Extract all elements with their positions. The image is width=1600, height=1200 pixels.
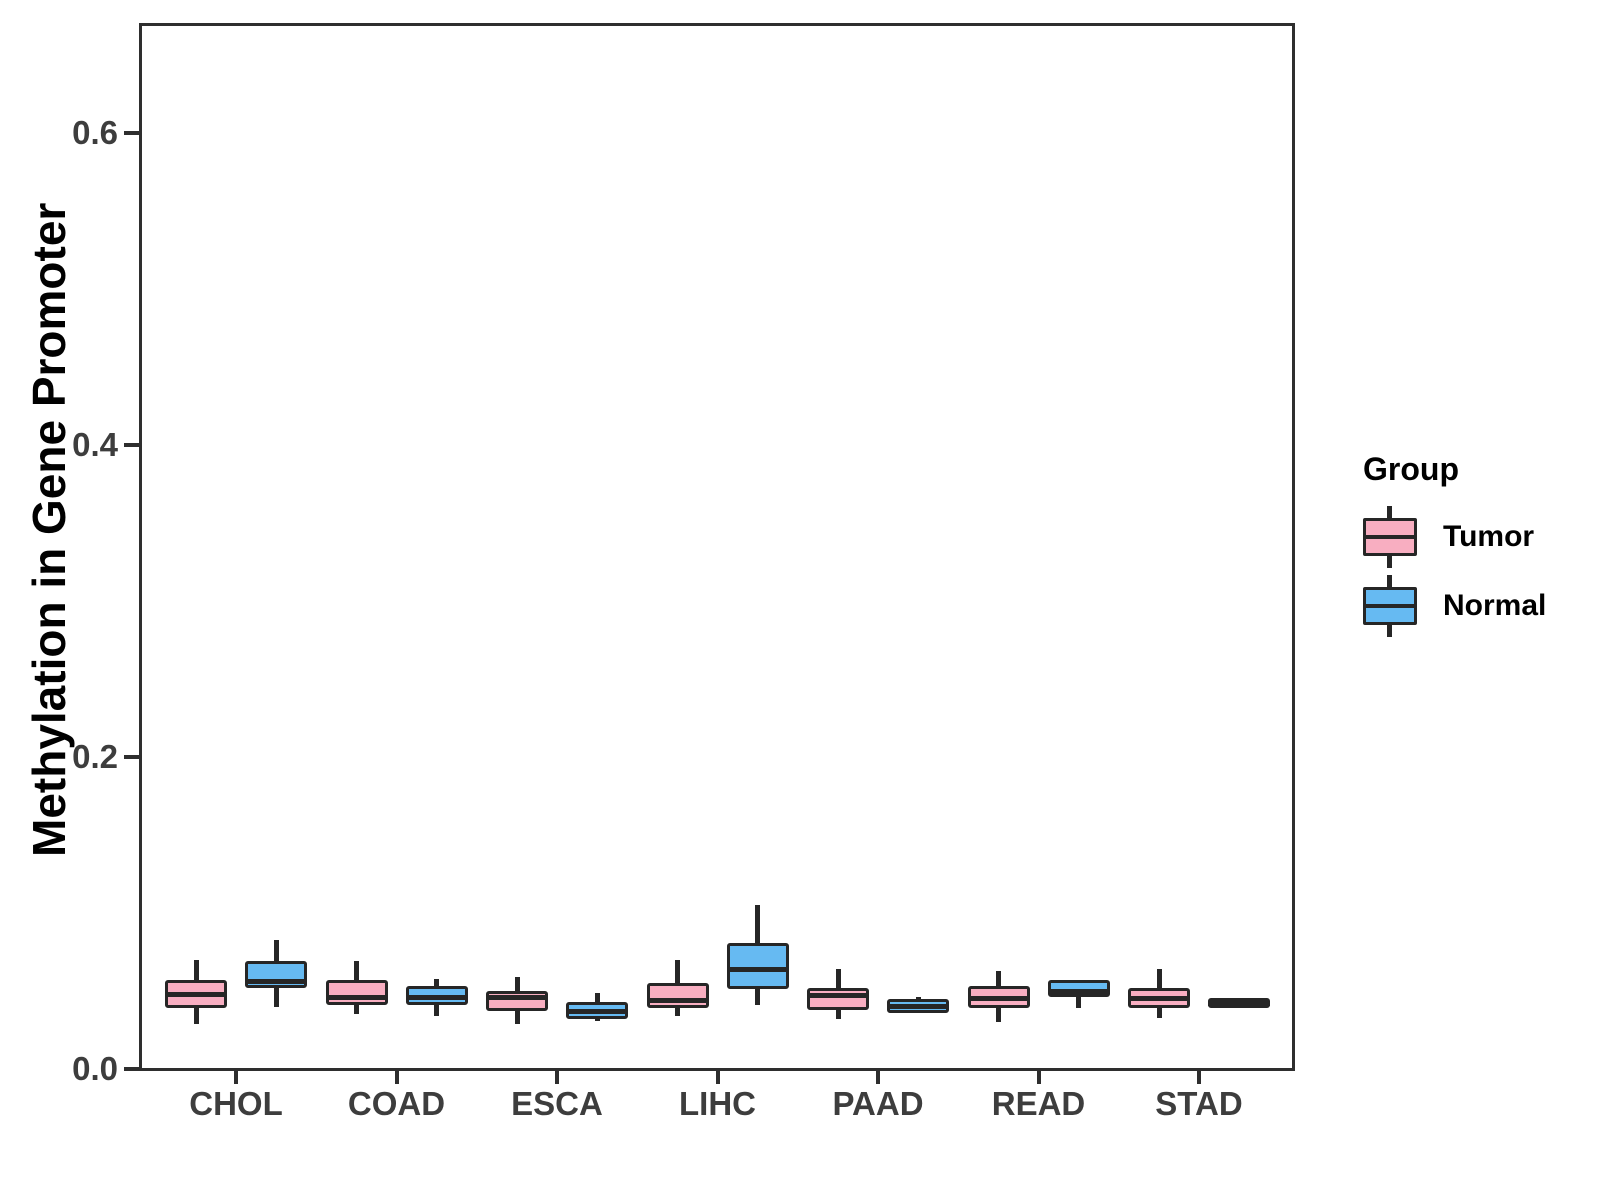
boxplot-median-paad-normal (887, 1004, 949, 1010)
boxplot-box-lihc-normal (726, 942, 789, 990)
x-tick-mark (394, 1071, 399, 1084)
boxplot-median-esca-normal (566, 1008, 628, 1014)
y-tick-mark (124, 755, 139, 759)
boxplot-median-stad-tumor (1128, 996, 1190, 1002)
x-tick-mark (1197, 1071, 1201, 1084)
legend-title: Group (1363, 451, 1459, 487)
boxplot-median-coad-tumor (325, 994, 388, 1000)
boxplot-median-read-tumor (967, 996, 1030, 1002)
boxplot-median-lihc-tumor (646, 997, 709, 1003)
boxplot-box-paad-tumor (807, 987, 869, 1010)
x-tick-label: ESCA (511, 1085, 603, 1122)
y-tick-mark (124, 443, 139, 447)
legend-entry-normal: Normal (1363, 573, 1593, 639)
x-tick-mark (876, 1071, 880, 1084)
y-tick-label: 0.2 (72, 738, 118, 775)
legend-label: Tumor (1443, 520, 1535, 553)
y-tick-label: 0.6 (72, 114, 118, 151)
y-tick-label: 0.0 (72, 1050, 118, 1087)
legend-entry-tumor: Tumor (1363, 504, 1593, 570)
boxplot-median-paad-tumor (807, 993, 869, 999)
x-tick-mark (234, 1071, 238, 1084)
boxplot-median-coad-normal (405, 994, 468, 1000)
x-tick-label: COAD (347, 1085, 446, 1122)
y-tick-mark (124, 1067, 139, 1071)
x-tick-label: PAAD (832, 1085, 924, 1122)
boxplot-median-read-normal (1047, 988, 1110, 994)
x-tick-mark (1036, 1071, 1041, 1084)
x-tick-mark (555, 1071, 559, 1084)
boxplot-median-stad-normal (1208, 1000, 1270, 1006)
boxplot-box-lihc-tumor (646, 983, 709, 1009)
boxplot-median-lihc-normal (726, 966, 789, 972)
boxplot-box-coad-tumor (325, 980, 388, 1005)
plot-panel (139, 23, 1295, 1071)
x-tick-label: CHOL (189, 1085, 283, 1122)
x-tick-mark (715, 1071, 720, 1084)
legend-entries: Tumor Normal (1363, 504, 1593, 639)
x-tick-label: LIHC (679, 1085, 756, 1122)
legend-key-median (1363, 535, 1417, 539)
boxplot-median-chol-normal (245, 979, 307, 985)
boxplot-median-esca-tumor (486, 994, 548, 1000)
y-tick-label: 0.4 (72, 426, 118, 463)
x-tick-label: READ (991, 1085, 1086, 1122)
legend: Group Tumor Normal (1363, 450, 1593, 642)
boxplot-key-icon (1363, 575, 1417, 637)
legend-label: Normal (1443, 589, 1547, 622)
boxplot-median-chol-tumor (165, 991, 227, 997)
legend-key-median (1363, 604, 1417, 608)
boxplot-key-icon (1363, 506, 1417, 568)
x-tick-label: STAD (1155, 1085, 1243, 1122)
y-tick-mark (124, 131, 139, 135)
